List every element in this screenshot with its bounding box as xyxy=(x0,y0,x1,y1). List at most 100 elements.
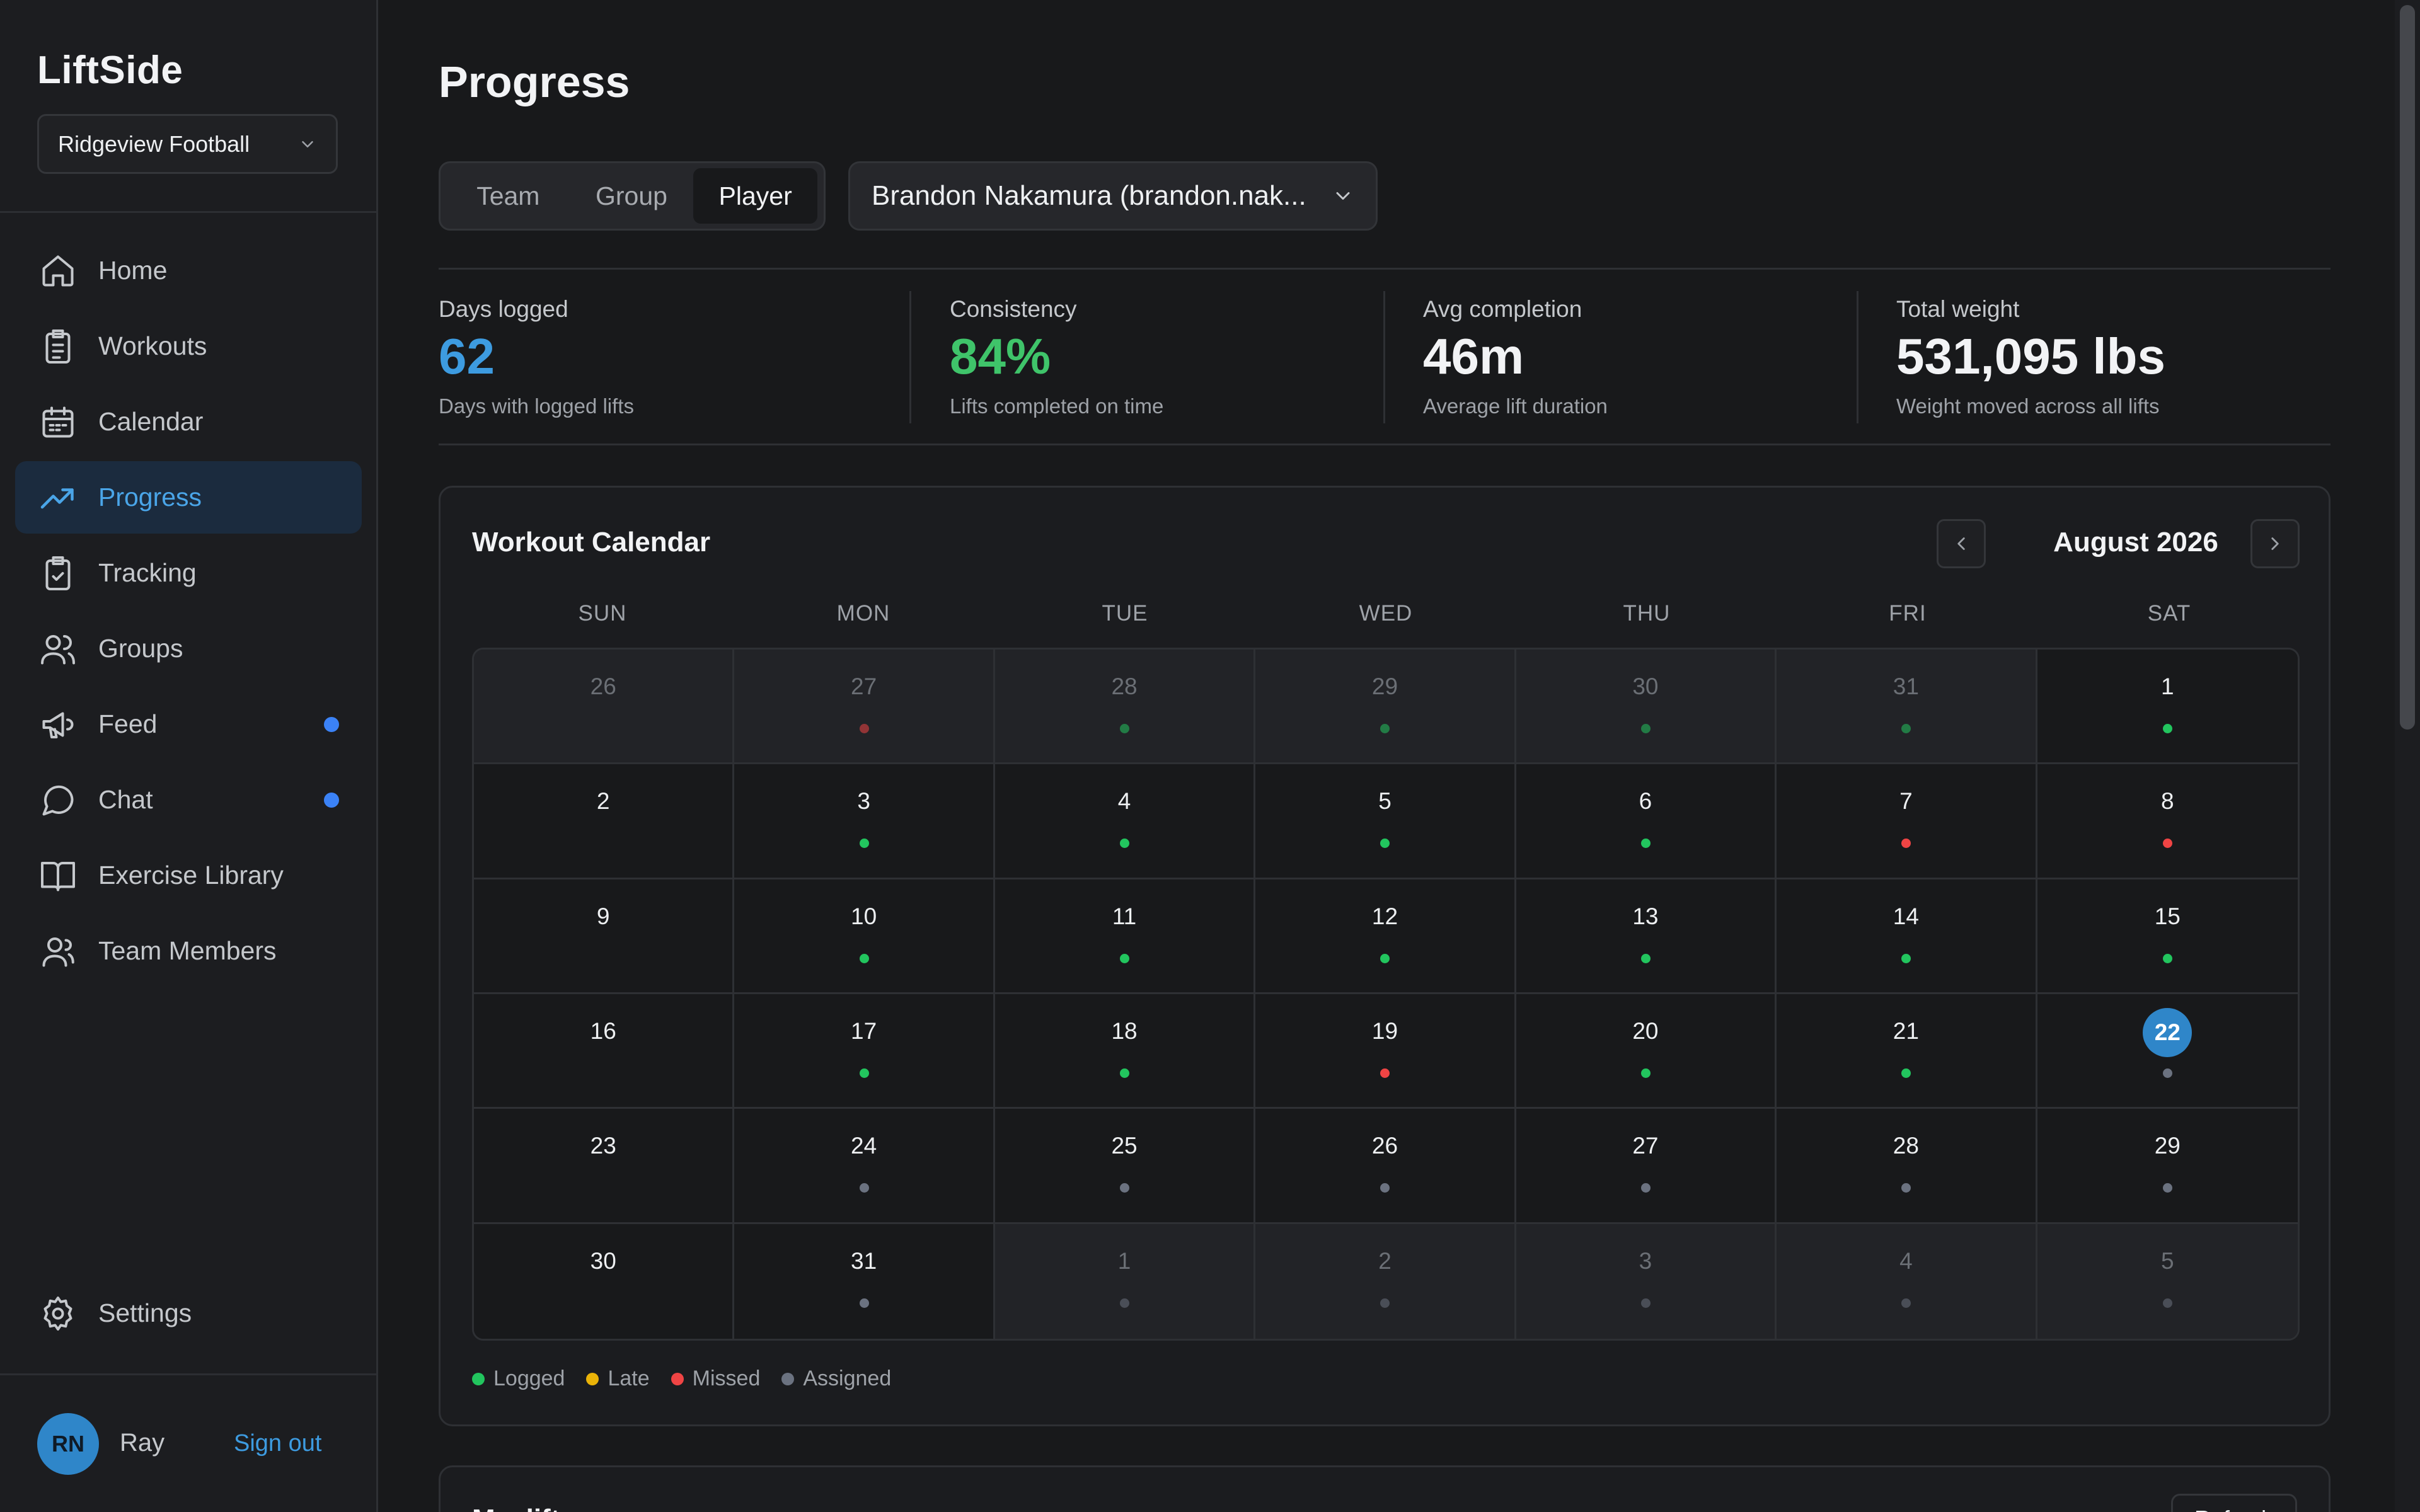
calendar-day[interactable]: 23 xyxy=(474,1109,735,1224)
sidebar-item-workouts[interactable]: Workouts xyxy=(15,310,362,382)
sidebar-item-feed[interactable]: Feed xyxy=(15,688,362,760)
day-number: 3 xyxy=(1639,1247,1652,1274)
calendar-day[interactable]: 27 xyxy=(1516,1109,1777,1224)
day-number: 30 xyxy=(590,1247,616,1274)
sidebar-item-calendar[interactable]: Calendar xyxy=(15,386,362,458)
calendar-day[interactable]: 30 xyxy=(474,1223,735,1339)
stat-value: 531,095 lbs xyxy=(1896,328,2165,384)
calendar-day[interactable]: 18 xyxy=(994,994,1256,1109)
team-select[interactable]: Ridgeview Football xyxy=(37,114,338,174)
calendar-day[interactable]: 29 xyxy=(2037,1109,2298,1224)
day-number: 31 xyxy=(1893,673,1919,699)
calendar-day[interactable]: 5 xyxy=(2037,1223,2298,1339)
status-dot-assigned xyxy=(1120,1183,1130,1193)
calendar-day[interactable]: 8 xyxy=(2037,764,2298,879)
calendar-day[interactable]: 13 xyxy=(1516,879,1777,994)
sidebar-item-progress[interactable]: Progress xyxy=(15,461,362,534)
day-number: 25 xyxy=(1111,1133,1138,1159)
calendar-day[interactable]: 19 xyxy=(1255,994,1516,1109)
calendar-day-today[interactable]: 22 xyxy=(2037,994,2298,1109)
calendar-day[interactable]: 3 xyxy=(734,764,995,879)
sidebar-item-home[interactable]: Home xyxy=(15,234,362,307)
calendar-day[interactable]: 28 xyxy=(1777,1109,2037,1224)
status-dot-logged xyxy=(1640,1068,1651,1078)
calendar-day[interactable]: 6 xyxy=(1516,764,1777,879)
scrollbar-thumb[interactable] xyxy=(2400,5,2415,730)
stat-subtext: Lifts completed on time xyxy=(950,394,1164,418)
calendar-day[interactable]: 1 xyxy=(994,1223,1256,1339)
status-dot-assigned xyxy=(859,1298,869,1308)
calendar-day[interactable]: 3 xyxy=(1516,1223,1777,1339)
calendar-day[interactable]: 31 xyxy=(734,1223,995,1339)
calendar-day[interactable]: 25 xyxy=(994,1109,1256,1224)
calendar-day[interactable]: 24 xyxy=(734,1109,995,1224)
calendar-day[interactable]: 4 xyxy=(994,764,1256,879)
status-dot-logged xyxy=(1120,724,1130,733)
calendar-day[interactable]: 7 xyxy=(1777,764,2037,879)
calendar-day[interactable]: 14 xyxy=(1777,879,2037,994)
sidebar-item-chat[interactable]: Chat xyxy=(15,764,362,836)
scrollbar[interactable] xyxy=(2395,0,2420,1512)
clipboard-list-icon xyxy=(38,326,78,367)
stat-value: 62 xyxy=(439,328,495,384)
sidebar-item-label: Chat xyxy=(98,785,153,814)
sidebar-item-groups[interactable]: Groups xyxy=(15,612,362,685)
calendar-day[interactable]: 10 xyxy=(734,879,995,994)
stat-value: 46m xyxy=(1423,328,1524,384)
calendar-day[interactable]: 17 xyxy=(734,994,995,1109)
sidebar-item-exercise-library[interactable]: Exercise Library xyxy=(15,839,362,912)
calendar-day[interactable]: 15 xyxy=(2037,879,2298,994)
status-dot-logged xyxy=(859,839,869,849)
day-number: 16 xyxy=(590,1017,616,1044)
day-number: 29 xyxy=(2154,1133,2181,1159)
tab-team[interactable]: Team xyxy=(476,181,540,210)
day-number: 13 xyxy=(1632,903,1659,929)
weekday-header: WED xyxy=(1359,601,1413,626)
calendar-day[interactable]: 30 xyxy=(1516,650,1777,765)
calendar-day[interactable]: 26 xyxy=(1255,1109,1516,1224)
sidebar-item-tracking[interactable]: Tracking xyxy=(15,537,362,609)
book-open-icon xyxy=(38,856,78,896)
calendar-day[interactable]: 5 xyxy=(1255,764,1516,879)
calendar-day[interactable]: 31 xyxy=(1777,650,2037,765)
calendar-day[interactable]: 27 xyxy=(734,650,995,765)
page-title: Progress xyxy=(439,57,630,106)
tab-group[interactable]: Group xyxy=(596,181,667,210)
sidebar-item-team-members[interactable]: Team Members xyxy=(15,915,362,987)
calendar-day[interactable]: 1 xyxy=(2037,650,2298,765)
sign-out-link[interactable]: Sign out xyxy=(234,1430,322,1457)
calendar-day[interactable]: 2 xyxy=(474,764,735,879)
view-tabs: Team Group Player xyxy=(439,161,826,231)
calendar-day[interactable]: 20 xyxy=(1516,994,1777,1109)
day-number: 20 xyxy=(1632,1017,1659,1044)
stats-divider xyxy=(439,268,2331,270)
status-dot-assigned xyxy=(2163,1298,2173,1308)
calendar-day[interactable]: 11 xyxy=(994,879,1256,994)
prev-month-button[interactable] xyxy=(1937,519,1986,568)
calendar-day[interactable]: 9 xyxy=(474,879,735,994)
sidebar-item-settings[interactable]: Settings xyxy=(15,1277,362,1349)
avatar[interactable]: RN xyxy=(37,1413,99,1475)
legend-item-late: Late xyxy=(586,1366,650,1391)
calendar-day[interactable]: 29 xyxy=(1255,650,1516,765)
tab-player[interactable]: Player xyxy=(693,168,817,224)
day-number: 30 xyxy=(1632,673,1659,699)
status-dot-logged xyxy=(2163,724,2173,733)
calendar-day[interactable]: 26 xyxy=(474,650,735,765)
calendar-day[interactable]: 2 xyxy=(1255,1223,1516,1339)
chevron-down-icon xyxy=(298,135,317,154)
calendar-day[interactable]: 12 xyxy=(1255,879,1516,994)
calendar-day[interactable]: 4 xyxy=(1777,1223,2037,1339)
next-month-button[interactable] xyxy=(2250,519,2300,568)
calendar-day[interactable]: 21 xyxy=(1777,994,2037,1109)
day-number: 12 xyxy=(1371,903,1398,929)
status-dot-logged xyxy=(1640,724,1651,733)
day-number: 2 xyxy=(596,788,610,815)
day-number: 14 xyxy=(1893,903,1919,929)
calendar-day[interactable]: 16 xyxy=(474,994,735,1109)
stat-total-weight: Total weight 531,095 lbs Weight moved ac… xyxy=(1896,296,2165,418)
refresh-button[interactable]: Refresh xyxy=(2170,1494,2297,1512)
calendar-day[interactable]: 28 xyxy=(994,650,1256,765)
sidebar-item-label: Workouts xyxy=(98,331,207,360)
player-select[interactable]: Brandon Nakamura (brandon.nak... xyxy=(848,161,1378,231)
